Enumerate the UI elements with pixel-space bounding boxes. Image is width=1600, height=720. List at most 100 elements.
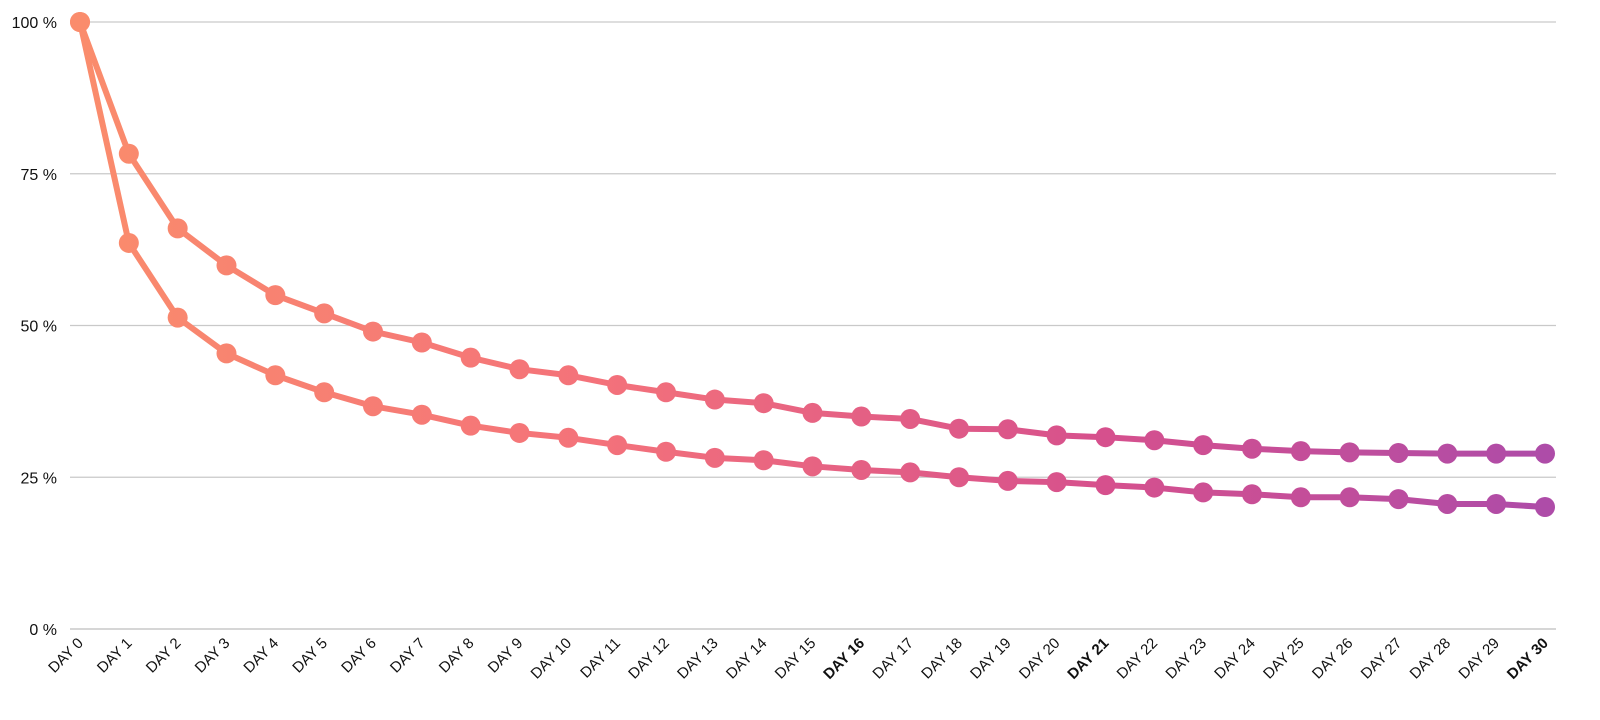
series-1-point — [167, 218, 188, 239]
series-1-point — [1290, 441, 1311, 462]
series-2-point — [1486, 493, 1507, 514]
x-tick-label: DAY 14 — [723, 635, 771, 683]
x-tick-label: DAY 23 — [1162, 635, 1210, 683]
series-line-2 — [77, 19, 1548, 510]
series-2-point — [1046, 472, 1067, 493]
series-1-point — [363, 321, 383, 342]
x-tick-label: DAY 10 — [528, 635, 576, 683]
x-tick-label: DAY 24 — [1211, 635, 1259, 683]
y-tick-label: 75 % — [21, 167, 57, 184]
series-2-point — [802, 456, 823, 477]
x-tick-label: DAY 13 — [674, 635, 722, 683]
series-2-point — [753, 450, 774, 471]
series-1-point — [1046, 425, 1067, 446]
series-2-point — [656, 441, 676, 462]
series-2-point — [509, 422, 530, 443]
series-1-point — [1535, 443, 1555, 464]
x-tick-label: DAY 2 — [143, 635, 185, 677]
series-1-point — [997, 419, 1018, 440]
x-tick-label: DAY 9 — [485, 635, 527, 677]
x-tick-label: DAY 29 — [1455, 635, 1503, 683]
x-tick-label: DAY 26 — [1309, 635, 1357, 683]
series-1-point — [704, 389, 725, 410]
series-1-point — [265, 285, 286, 306]
x-tick-label: DAY 12 — [625, 635, 673, 683]
series-1-point — [216, 255, 237, 276]
x-tick-label: DAY 28 — [1407, 635, 1455, 683]
x-tick-label: DAY 17 — [869, 635, 917, 683]
series-1-point — [118, 143, 139, 164]
x-tick-label: DAY 19 — [967, 635, 1015, 683]
y-tick-label: 50 % — [21, 319, 57, 336]
series-2-point — [1242, 484, 1262, 505]
x-axis-ticks: DAY 0 DAY 1 DAY 2 DAY 3 DAY 4 DAY 5 DAY 6 DAY 7… — [45, 635, 1552, 683]
series-2-point — [216, 343, 237, 364]
series-2-point — [900, 462, 921, 483]
series-2-point — [1290, 487, 1311, 508]
series-1-point — [1388, 442, 1409, 463]
x-tick-label: DAY 11 — [577, 635, 624, 682]
x-tick-label: DAY 16 — [820, 635, 868, 683]
x-tick-label: DAY 1 — [94, 635, 136, 677]
grid-layer — [70, 21, 1556, 630]
series-2-point — [1388, 489, 1409, 510]
x-tick-label: DAY 5 — [289, 635, 331, 677]
x-tick-label: DAY 8 — [436, 635, 478, 677]
series-1-point — [1095, 427, 1116, 448]
series-1-point — [509, 359, 530, 380]
series-1-point — [949, 418, 969, 439]
series-1-point — [1486, 443, 1507, 464]
series-2-point — [997, 470, 1018, 491]
series-1-point — [1193, 435, 1214, 456]
series-2-point — [1535, 496, 1555, 517]
series-2-point — [851, 459, 872, 480]
x-tick-label: DAY 6 — [338, 635, 380, 677]
x-tick-label: DAY 22 — [1114, 635, 1162, 683]
series-2-point — [558, 427, 579, 448]
series-1-point — [1339, 442, 1360, 463]
series-1-point — [802, 402, 823, 423]
x-tick-label: DAY 27 — [1358, 635, 1406, 683]
series-2-point — [70, 12, 90, 32]
x-tick-label: DAY 3 — [192, 635, 234, 677]
series-2-point — [704, 447, 725, 468]
series-2-point — [1193, 482, 1214, 503]
series-2-point — [1095, 475, 1116, 496]
series-1-point — [1144, 430, 1165, 451]
series-2-point — [314, 382, 335, 403]
series-line-1 — [77, 19, 1548, 457]
x-tick-label: DAY 7 — [387, 635, 429, 677]
series-2-point — [265, 365, 286, 386]
series-1-point — [753, 393, 774, 414]
x-tick-label: DAY 15 — [772, 635, 820, 683]
x-tick-label: DAY 4 — [240, 635, 282, 677]
series-2-point — [167, 307, 188, 328]
series-2-point — [411, 404, 432, 425]
x-tick-label: DAY 0 — [45, 635, 87, 677]
series-2-point — [363, 396, 383, 417]
series-2-point — [607, 435, 628, 456]
y-tick-label: 100 % — [12, 15, 57, 32]
series-1-point — [411, 332, 432, 353]
series-1-point — [1242, 438, 1262, 459]
series-1-point — [558, 365, 579, 386]
x-tick-label: DAY 18 — [918, 635, 966, 683]
series-2-point — [1144, 477, 1165, 498]
y-tick-label: 0 % — [29, 622, 57, 639]
x-tick-label: DAY 30 — [1504, 635, 1552, 683]
series-layer — [70, 12, 1555, 517]
series-1-point — [900, 408, 921, 429]
x-tick-label: DAY 20 — [1016, 635, 1064, 683]
series-2-point — [1437, 493, 1458, 514]
series-1-point — [460, 347, 481, 368]
x-tick-label: DAY 21 — [1064, 635, 1112, 683]
series-1-point — [851, 406, 872, 427]
series-2-point — [460, 415, 481, 436]
series-2-point — [949, 467, 969, 488]
y-axis-ticks: 0 % 25 % 50 % 75 % 100 % — [12, 15, 57, 639]
y-tick-label: 25 % — [21, 470, 57, 487]
series-1-point — [1437, 443, 1458, 464]
series-1-point — [607, 374, 628, 395]
